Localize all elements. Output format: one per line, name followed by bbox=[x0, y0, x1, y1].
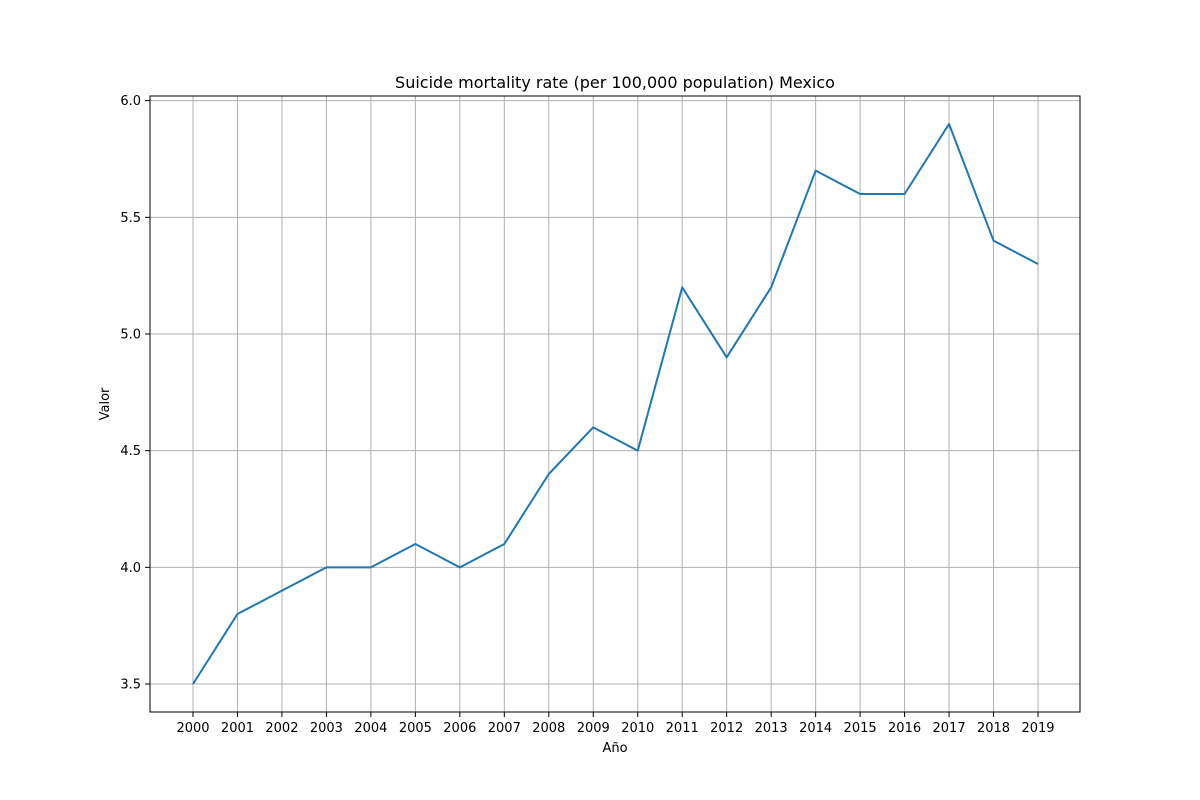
y-tick-label: 6.0 bbox=[120, 94, 141, 109]
y-tick-label: 4.0 bbox=[120, 561, 141, 576]
x-tick-label: 2016 bbox=[888, 721, 921, 736]
tick-layer: 2000 2001 2002 2003 2004 2005 2006 2007 2008 2009… bbox=[120, 94, 1054, 736]
x-tick-label: 2018 bbox=[977, 721, 1010, 736]
x-tick-label: 2008 bbox=[532, 721, 565, 736]
y-tick-label: 5.0 bbox=[120, 328, 141, 343]
x-tick-label: 2000 bbox=[176, 721, 209, 736]
x-tick-label: 2014 bbox=[799, 721, 832, 736]
x-tick-label: 2017 bbox=[933, 721, 966, 736]
x-tick-label: 2011 bbox=[666, 721, 699, 736]
x-tick-label: 2006 bbox=[443, 721, 476, 736]
y-axis-label: Valor bbox=[98, 387, 113, 420]
x-tick-label: 2009 bbox=[577, 721, 610, 736]
x-tick-label: 2005 bbox=[399, 721, 432, 736]
x-tick-label: 2015 bbox=[844, 721, 877, 736]
x-tick-label: 2012 bbox=[710, 721, 743, 736]
plot-frame bbox=[149, 95, 1081, 713]
x-tick-label: 2010 bbox=[621, 721, 654, 736]
x-tick-label: 2002 bbox=[265, 721, 298, 736]
grid-layer bbox=[150, 96, 1080, 712]
x-tick-label: 2003 bbox=[310, 721, 343, 736]
y-tick-label: 3.5 bbox=[120, 678, 141, 693]
chart-title: Suicide mortality rate (per 100,000 popu… bbox=[395, 73, 835, 92]
y-tick-label: 5.5 bbox=[120, 211, 141, 226]
x-tick-label: 2004 bbox=[354, 721, 387, 736]
x-tick-label: 2013 bbox=[755, 721, 788, 736]
x-tick-label: 2001 bbox=[221, 721, 254, 736]
x-tick-label: 2007 bbox=[488, 721, 521, 736]
x-axis-label: Año bbox=[602, 741, 627, 756]
y-tick-label: 4.5 bbox=[120, 444, 141, 459]
series-layer bbox=[192, 123, 1039, 685]
x-tick-label: 2019 bbox=[1021, 721, 1054, 736]
series-line bbox=[192, 123, 1039, 685]
